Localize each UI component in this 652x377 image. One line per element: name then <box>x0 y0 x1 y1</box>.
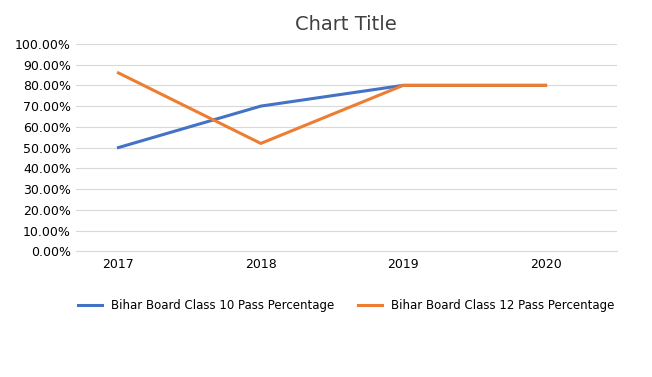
Bihar Board Class 12 Pass Percentage <box>115 70 123 75</box>
Bihar Board Class 10 Pass Percentage <box>542 83 550 87</box>
Bihar Board Class 12 Pass Percentage <box>257 141 265 146</box>
Legend: Bihar Board Class 10 Pass Percentage, Bihar Board Class 12 Pass Percentage: Bihar Board Class 10 Pass Percentage, Bi… <box>73 294 619 317</box>
Bihar Board Class 10 Pass Percentage <box>115 145 123 150</box>
Bihar Board Class 10 Pass Percentage <box>257 104 265 108</box>
Title: Chart Title: Chart Title <box>295 15 397 34</box>
Line: Bihar Board Class 12 Pass Percentage: Bihar Board Class 12 Pass Percentage <box>119 73 546 143</box>
Bihar Board Class 12 Pass Percentage <box>399 83 407 87</box>
Line: Bihar Board Class 10 Pass Percentage: Bihar Board Class 10 Pass Percentage <box>119 85 546 147</box>
Bihar Board Class 10 Pass Percentage <box>399 83 407 87</box>
Bihar Board Class 12 Pass Percentage <box>542 83 550 87</box>
